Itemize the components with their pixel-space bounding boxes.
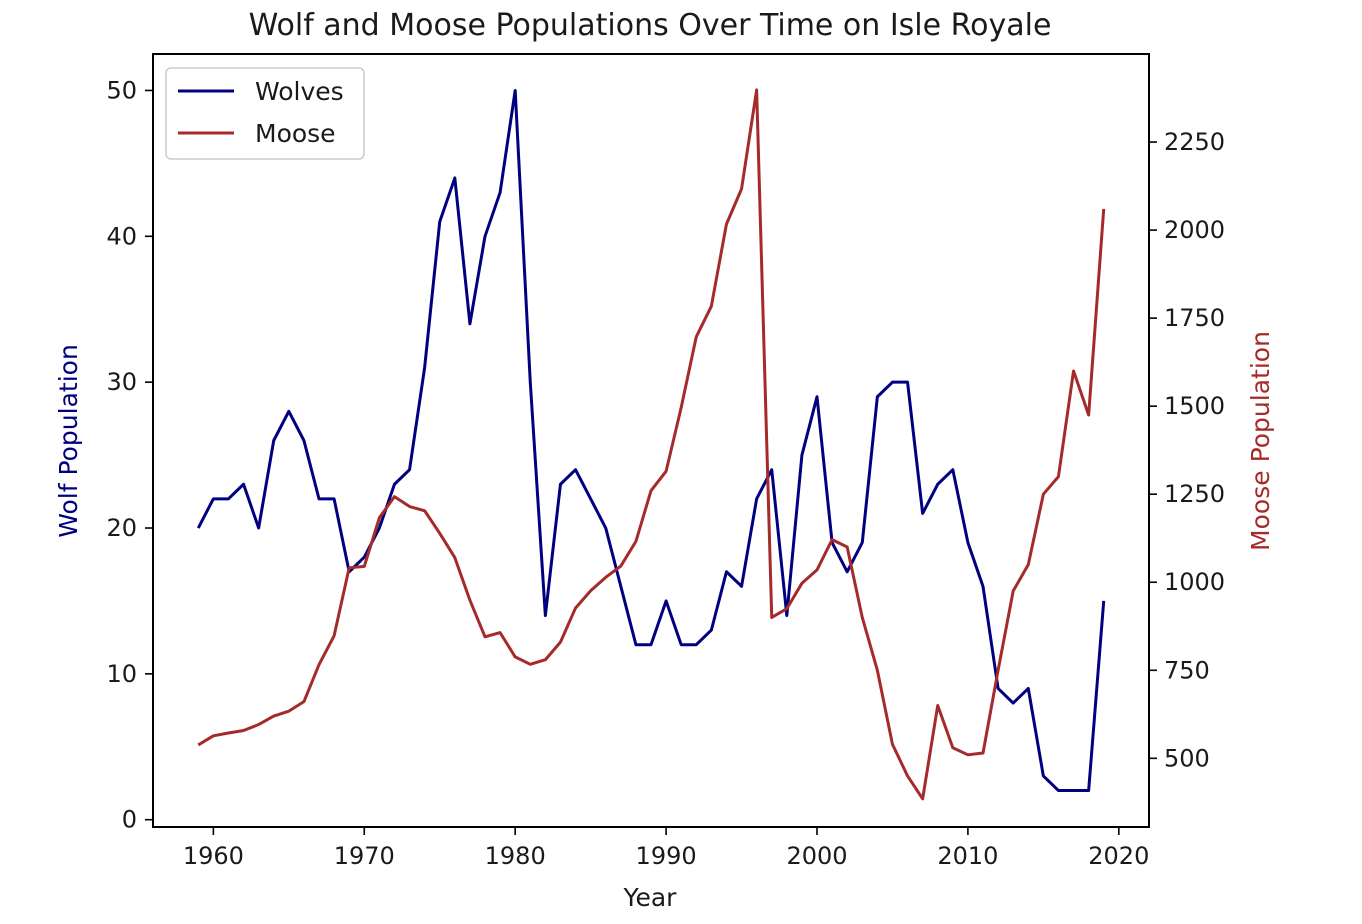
x-tick-label-2010: 2010 [937, 842, 998, 870]
right-y-axis-ticks: 500 750 1000 1250 1500 1750 2000 2250 [1149, 128, 1225, 772]
right-y-tick-label-1000: 1000 [1164, 568, 1225, 596]
x-tick-label-2020: 2020 [1088, 842, 1149, 870]
right-y-tick-label-750: 750 [1164, 656, 1210, 684]
right-y-axis-label: Moose Population [1246, 331, 1275, 551]
left-y-tick-label-20: 20 [106, 514, 137, 542]
legend-label-wolves: Wolves [255, 77, 344, 106]
series-line-moose [197, 88, 1106, 801]
chart-title: Wolf and Moose Populations Over Time on … [249, 8, 1052, 43]
left-y-axis-ticks: 0 10 20 30 40 50 [106, 76, 153, 834]
right-y-tick-label-1500: 1500 [1164, 392, 1225, 420]
right-y-tick-label-2000: 2000 [1164, 216, 1225, 244]
right-y-tick-label-500: 500 [1164, 744, 1210, 772]
legend: Wolves Moose [165, 67, 365, 160]
x-tick-label-1970: 1970 [334, 842, 395, 870]
x-axis-ticks: 1960 1970 1980 1990 2000 2010 2020 [183, 827, 1149, 870]
series-line-wolves [196, 88, 1106, 793]
left-y-axis-label: Wolf Population [54, 344, 83, 538]
plot-frame [152, 53, 1150, 828]
left-y-tick-label-40: 40 [106, 222, 137, 250]
legend-label-moose: Moose [255, 119, 336, 148]
left-y-tick-label-30: 30 [106, 368, 137, 396]
right-y-tick-label-1750: 1750 [1164, 304, 1225, 332]
left-y-tick-label-0: 0 [122, 806, 137, 834]
x-tick-label-1960: 1960 [183, 842, 244, 870]
plot-lines [196, 88, 1106, 801]
x-axis-label: Year [623, 883, 678, 912]
x-tick-label-1980: 1980 [485, 842, 546, 870]
left-y-tick-label-50: 50 [106, 76, 137, 104]
x-tick-label-1990: 1990 [636, 842, 697, 870]
left-y-tick-label-10: 10 [106, 660, 137, 688]
right-y-tick-label-1250: 1250 [1164, 480, 1225, 508]
right-y-tick-label-2250: 2250 [1164, 128, 1225, 156]
x-tick-label-2000: 2000 [786, 842, 847, 870]
